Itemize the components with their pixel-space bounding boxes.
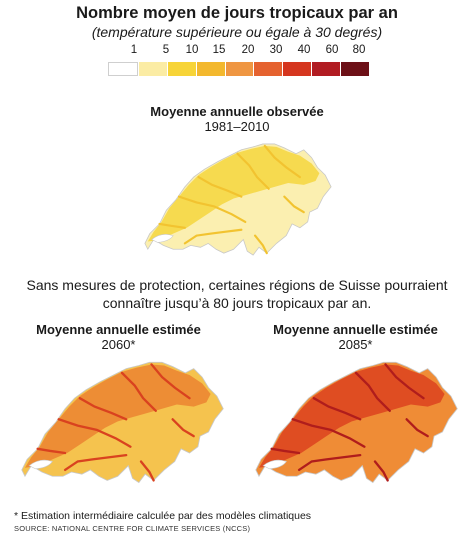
lake-geneva (151, 234, 174, 243)
valley-line (291, 418, 366, 448)
valley-line (384, 363, 425, 400)
valley-line (63, 453, 128, 472)
valley-line (197, 176, 243, 198)
switzerland-map-observed (144, 143, 332, 256)
legend-swatch (167, 62, 196, 76)
map-title-observed: Moyenne annuelle observée (150, 104, 324, 119)
valley-line (36, 447, 67, 455)
valley-line (150, 363, 191, 400)
valley-line (158, 222, 186, 229)
valley-line (177, 195, 247, 224)
valley-line (120, 371, 157, 413)
legend-swatch (196, 62, 225, 76)
chart-title: Nombre moyen de jours tropicaux par an (76, 4, 398, 22)
legend-tick-labels: 1 5 10 15 20 30 40 60 80 (108, 44, 368, 60)
valley-line (236, 152, 270, 190)
legend-tick-label: 15 (212, 44, 226, 56)
legend-swatch (138, 62, 167, 76)
valley-line (171, 418, 195, 438)
valley-line (183, 228, 243, 245)
valley-line (297, 453, 362, 472)
legend-color-scale (108, 62, 370, 76)
lake-geneva (262, 459, 287, 470)
map-period-2060: 2060* (101, 337, 136, 352)
footnote: * Estimation intermédiaire calculée par … (14, 510, 312, 522)
legend-tick-label: 40 (297, 44, 311, 56)
valley-line (312, 397, 362, 421)
map-period-2085: 2085* (338, 337, 373, 352)
lake-geneva (28, 459, 53, 470)
legend-swatch (225, 62, 254, 76)
legend-swatch (341, 62, 370, 76)
valley-line (263, 144, 301, 179)
valley-line (373, 460, 389, 482)
valley-line (78, 397, 128, 421)
map-title-2085: Moyenne annuelle estimée (273, 322, 438, 337)
legend-swatch (312, 62, 341, 76)
switzerland-map-2085 (255, 361, 458, 484)
map-title-2060: Moyenne annuelle estimée (36, 322, 201, 337)
legend-swatch (283, 62, 312, 76)
legend-tick-label: 60 (325, 44, 339, 56)
legend-tick-label: 20 (241, 44, 255, 56)
valley-line (405, 418, 429, 438)
legend-tick-label: 30 (269, 44, 283, 56)
valley-line (283, 195, 305, 214)
valley-line (253, 234, 268, 255)
legend-tick-label: 1 (130, 44, 138, 56)
chart-subtitle: (température supérieure ou égale à 30 de… (91, 24, 383, 40)
explanatory-text: Sans mesures de protection, certaines ré… (26, 277, 448, 311)
valley-line (139, 460, 155, 482)
valley-line (354, 371, 391, 413)
valley-line (270, 447, 301, 455)
map-period-observed: 1981–2010 (204, 119, 270, 134)
legend-tick-label: 80 (352, 44, 366, 56)
switzerland-map-2060 (21, 361, 224, 484)
source-credit: SOURCE: NATIONAL CENTRE FOR CLIMATE SERV… (14, 524, 251, 533)
valley-line (57, 418, 132, 448)
legend-tick-label: 5 (162, 44, 170, 56)
legend-swatch (254, 62, 283, 76)
legend-swatch (108, 62, 138, 76)
legend-tick-label: 10 (185, 44, 199, 56)
